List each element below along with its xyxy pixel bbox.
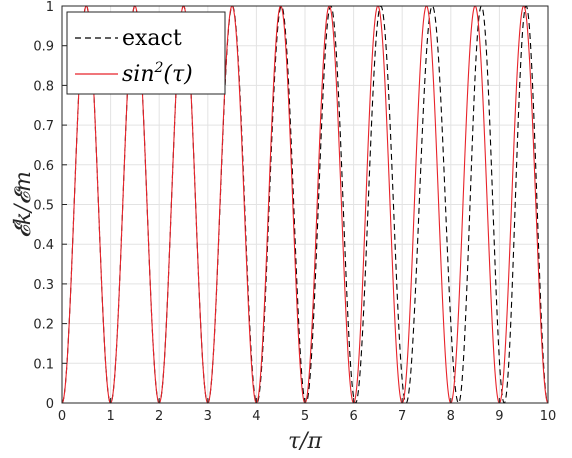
- x-tick-label: 9: [495, 409, 503, 424]
- x-tick-label: 5: [301, 409, 309, 424]
- x-tick-label: 2: [155, 409, 163, 424]
- y-axis-label: 𝓔k/𝓔m: [11, 171, 36, 238]
- y-tick-label: 0.2: [33, 318, 54, 333]
- y-tick-label: 0: [46, 397, 54, 412]
- y-tick-label: 0.8: [33, 79, 54, 94]
- y-tick-label: 0.9: [33, 40, 54, 55]
- y-tick-label: 0.7: [33, 119, 54, 134]
- x-tick-label: 1: [106, 409, 114, 424]
- x-tick-label: 0: [58, 409, 66, 424]
- legend: exact sin2(τ): [66, 11, 226, 95]
- x-tick-label: 3: [204, 409, 212, 424]
- legend-sin-base: sin: [122, 62, 155, 87]
- legend-label-sin: sin2(τ): [122, 60, 193, 87]
- legend-box: [66, 11, 226, 95]
- x-tick-label: 4: [252, 409, 260, 424]
- x-tick-label: 6: [349, 409, 357, 424]
- y-tick-label: 0.1: [33, 357, 54, 372]
- x-axis-label: τ/π: [288, 429, 323, 454]
- x-tick-label: 10: [540, 409, 557, 424]
- ticks: 0 1 2 3 4 5 6 7 8 9 10 0 0.1 0.2 0.3 0.4 0.5 0.6 0.7 0.8 0.9…: [33, 0, 556, 424]
- y-tick-label: 0.6: [33, 159, 54, 174]
- y-tick-label: 0.4: [33, 238, 54, 253]
- legend-sin-sup: 2: [154, 60, 164, 76]
- x-tick-label: 8: [447, 409, 455, 424]
- y-tick-label: 0.5: [33, 199, 54, 214]
- legend-sin-arg: (τ): [163, 62, 192, 87]
- y-tick-label: 1: [46, 0, 54, 15]
- y-tick-label: 0.3: [33, 278, 54, 293]
- legend-label-exact: exact: [122, 26, 182, 51]
- x-tick-label: 7: [398, 409, 406, 424]
